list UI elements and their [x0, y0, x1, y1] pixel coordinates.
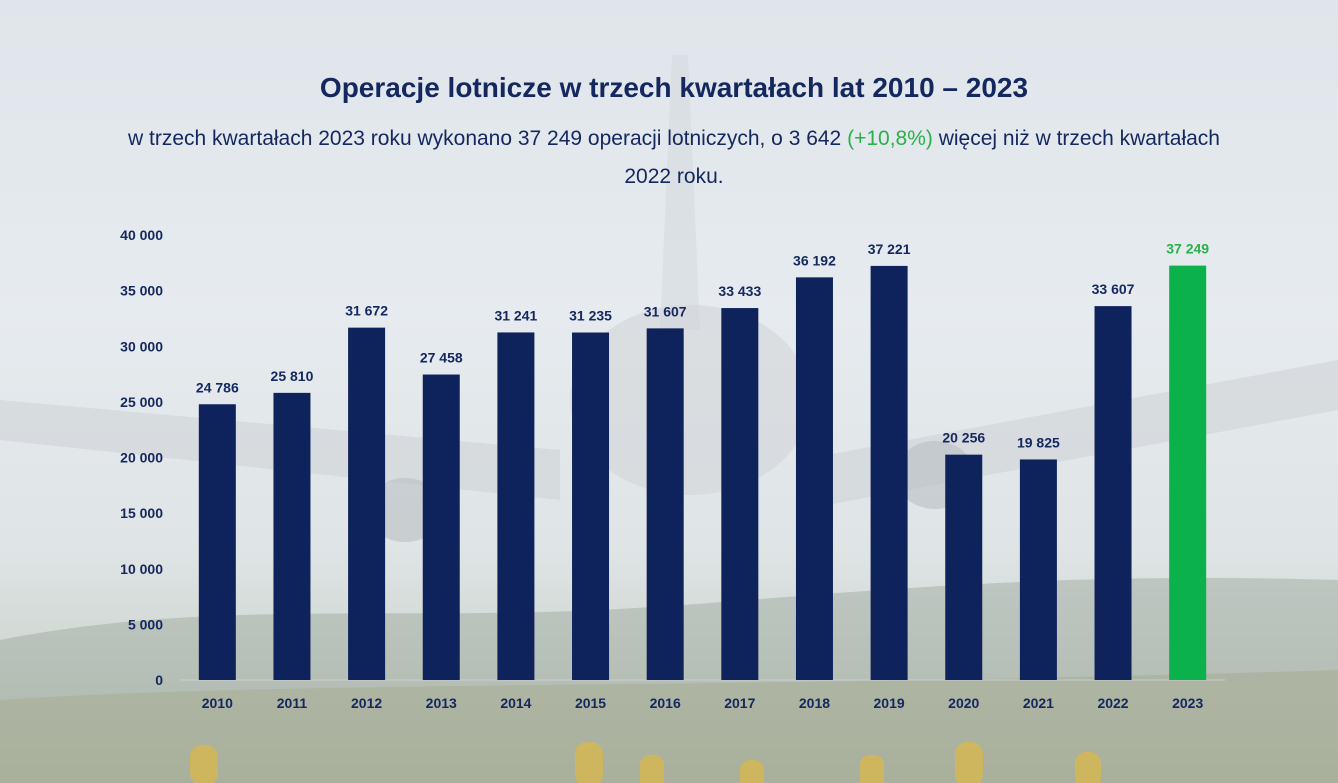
x-tick-label: 2017 — [724, 695, 755, 711]
data-label-2010: 24 786 — [196, 379, 239, 395]
bar-2023 — [1169, 265, 1207, 680]
data-label-2017: 33 433 — [718, 283, 761, 299]
x-tick-label: 2022 — [1097, 695, 1128, 711]
data-label-2022: 33 607 — [1092, 281, 1135, 297]
y-tick-label: 5 000 — [128, 616, 163, 632]
x-tick-label: 2023 — [1172, 695, 1203, 711]
bars: 24 786 25 810 31 672 27 458 31 241 31 235 31 6… — [196, 241, 1209, 680]
bar-2010 — [198, 404, 236, 680]
x-tick-label: 2020 — [948, 695, 979, 711]
x-tick-label: 2011 — [277, 695, 308, 711]
bar-2022 — [1094, 306, 1132, 680]
bar-2011 — [273, 392, 311, 680]
x-tick-label: 2014 — [500, 695, 531, 711]
bar-2020 — [945, 454, 983, 680]
y-tick-label: 25 000 — [120, 394, 163, 410]
x-tick-label: 2021 — [1023, 695, 1054, 711]
x-tick-label: 2010 — [202, 695, 233, 711]
x-axis: 2010 2011 2012 2013 2014 2015 2016 2017 2018 2019… — [202, 695, 1204, 711]
y-tick-label: 0 — [155, 672, 163, 688]
y-tick-label: 30 000 — [120, 338, 163, 354]
x-tick-label: 2013 — [426, 695, 457, 711]
subtitle-highlight-percent: (+10,8%) — [847, 127, 933, 150]
data-label-2015: 31 235 — [569, 308, 612, 324]
data-label-2016: 31 607 — [644, 303, 687, 319]
bar-2016 — [646, 328, 684, 680]
data-label-2014: 31 241 — [494, 307, 537, 323]
y-tick-label: 10 000 — [120, 561, 163, 577]
y-tick-label: 40 000 — [120, 227, 163, 243]
bar-2013 — [422, 374, 460, 680]
bar-2018 — [795, 277, 833, 680]
y-axis: 0 5 000 10 000 15 000 20 000 25 000 30 000 35 0… — [120, 227, 163, 688]
data-label-2013: 27 458 — [420, 350, 463, 366]
bar-2019 — [870, 265, 908, 680]
bar-2014 — [497, 332, 535, 680]
data-label-2011: 25 810 — [271, 368, 314, 384]
x-tick-label: 2016 — [650, 695, 681, 711]
subtitle-text-end: więcej niż w trzech kwartałach 2022 roku… — [624, 127, 1220, 188]
data-label-2019: 37 221 — [868, 241, 911, 257]
data-label-2021: 19 825 — [1017, 434, 1060, 450]
bar-2017 — [721, 308, 759, 680]
chart-subtitle: w trzech kwartałach 2023 roku wykonano 3… — [110, 120, 1238, 196]
bar-2012 — [348, 327, 386, 680]
data-label-2023: 37 249 — [1166, 241, 1209, 257]
chart-title: Operacje lotnicze w trzech kwartałach la… — [319, 72, 1029, 103]
data-label-2012: 31 672 — [345, 303, 388, 319]
y-tick-label: 35 000 — [120, 283, 163, 299]
bar-2021 — [1019, 459, 1057, 680]
y-tick-label: 20 000 — [120, 450, 163, 466]
data-label-2018: 36 192 — [793, 252, 836, 268]
subtitle-text-start: w trzech kwartałach 2023 roku wykonano 3… — [128, 127, 848, 150]
data-label-2020: 20 256 — [942, 430, 985, 446]
x-tick-label: 2015 — [575, 695, 606, 711]
x-tick-label: 2019 — [874, 695, 905, 711]
x-tick-label: 2012 — [351, 695, 382, 711]
x-tick-label: 2018 — [799, 695, 830, 711]
y-tick-label: 15 000 — [120, 505, 163, 521]
bar-2015 — [572, 332, 610, 680]
